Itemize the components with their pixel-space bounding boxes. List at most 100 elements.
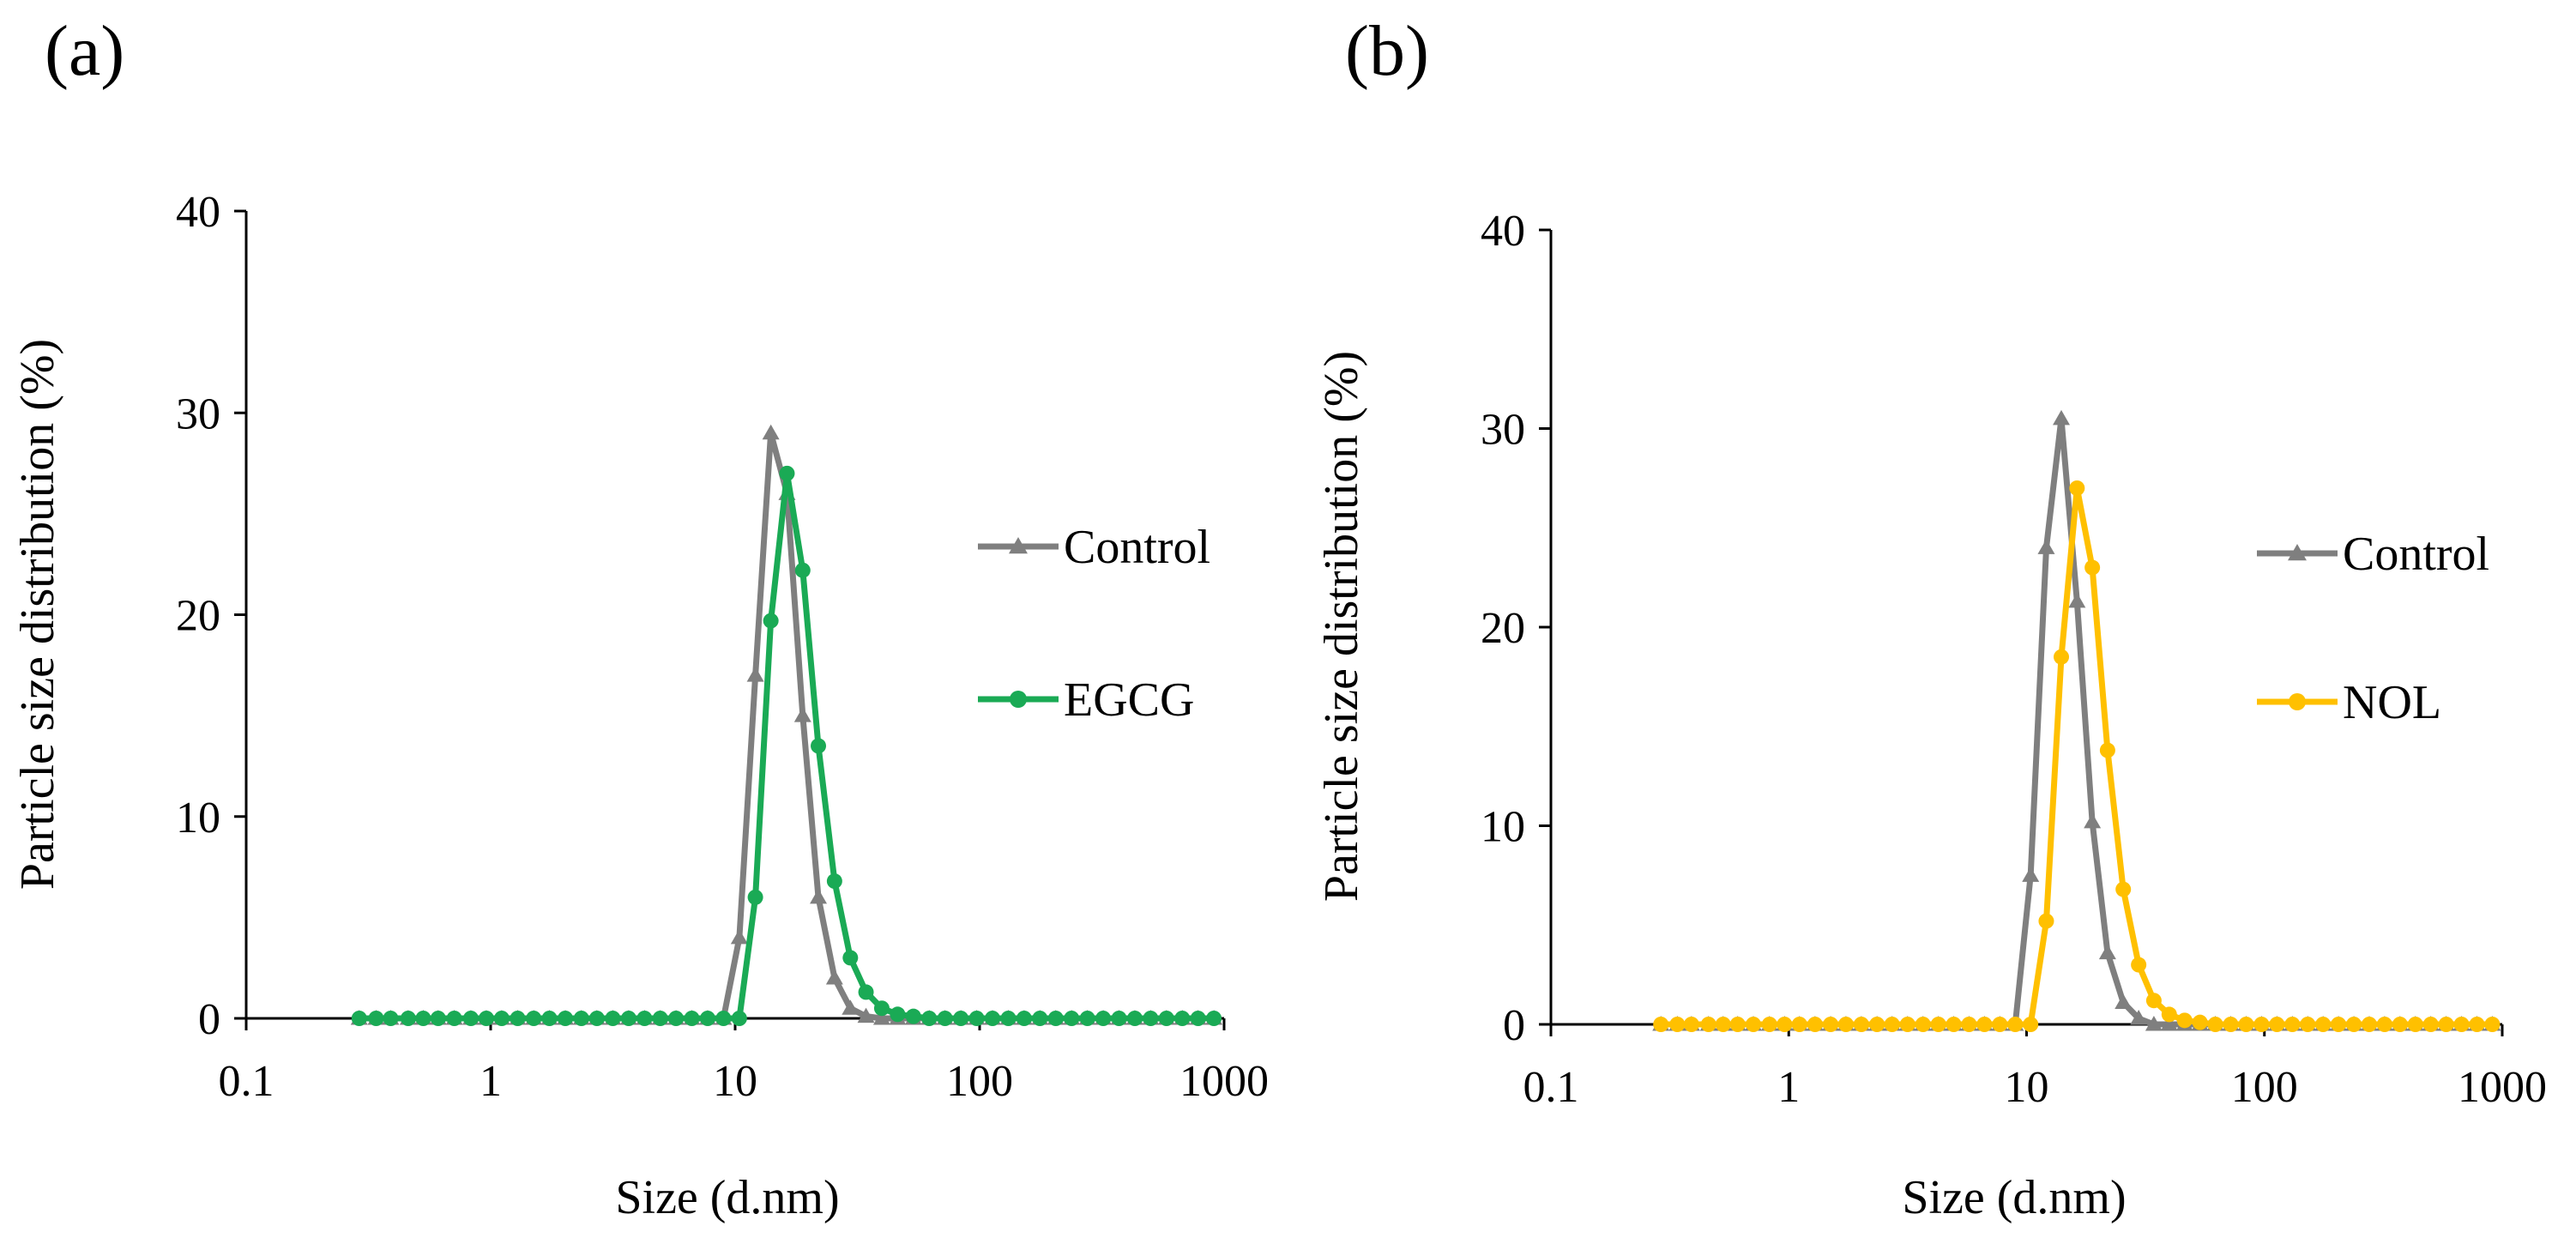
data-point [1016,1011,1032,1026]
data-point [2376,1017,2392,1032]
data-point [1976,1017,1993,1032]
y-tick-label: 0 [198,995,220,1044]
data-point [746,667,764,682]
data-point [857,1007,875,1024]
data-point [415,1011,431,1026]
x-tick-label: 1 [1777,1063,1800,1112]
y-axis-label: Particle size distribution (%) [11,339,64,890]
data-point [1174,1011,1191,1026]
data-point [2207,1017,2223,1032]
data-point [747,889,763,905]
data-point [1853,1017,1869,1032]
data-point [620,1011,636,1026]
panel-label-a: (a) [45,11,125,91]
data-point [400,1011,416,1026]
data-point [684,1011,700,1026]
data-point [2084,812,2102,829]
legend-label: EGCG [1064,673,1194,727]
data-point [1000,1011,1017,1026]
x-tick-label: 100 [946,1057,1013,1106]
data-point [368,1011,384,1026]
data-point [731,1011,747,1026]
data-point [541,1011,558,1026]
data-point [1206,1011,1222,1026]
data-point [1746,1017,1762,1032]
data-point [1700,1017,1716,1032]
data-point [2023,1017,2039,1032]
y-tick-label: 20 [176,592,220,641]
data-point [2114,993,2133,1010]
data-point [1930,1017,1946,1032]
data-point [1669,1017,1686,1032]
data-point [842,950,859,966]
data-point [1777,1017,1793,1032]
data-point [1715,1017,1731,1032]
data-point [493,1011,510,1026]
legend-marker [1009,537,1028,554]
data-point [636,1011,653,1026]
data-point [2084,559,2101,576]
data-point [446,1011,462,1026]
data-point [383,1011,399,1026]
chart-b: 0 10 20 30 40 0.1 1 10 100 1000 Size (d.nm) Particl… [1315,207,2547,1224]
data-point [2115,881,2132,897]
data-point [810,888,828,904]
data-point [1899,1017,1915,1032]
data-point [779,465,795,481]
data-point [2037,539,2055,554]
data-point [2131,957,2147,973]
legend-label: Control [2343,528,2489,581]
y-tick-label: 40 [176,188,220,237]
y-tick-label: 40 [1481,207,1525,256]
data-point [2469,1017,2485,1032]
data-point [2422,1017,2439,1032]
data-point [762,424,780,440]
y-tick-label: 10 [1481,803,1525,852]
legend-entry-egcg: EGCG [978,673,1194,727]
chart-a: 0 10 20 30 40 0.1 1 10 100 1000 Size (d.nm) Particl… [11,188,1269,1224]
data-point [825,969,843,985]
data-point [1064,1011,1080,1026]
data-point [1143,1011,1159,1026]
data-point [921,1011,938,1026]
legend-entry-control: Control [2257,528,2489,581]
data-point [2407,1017,2423,1032]
x-tick-label: 1 [480,1057,502,1106]
data-point [1032,1011,1048,1026]
y-tick-label: 10 [176,794,220,842]
data-point [1126,1011,1143,1026]
data-point [2145,993,2162,1009]
x-tick-label: 1000 [2458,1063,2547,1112]
data-point [2098,944,2116,960]
data-point [1823,1017,1839,1032]
y-tick-label: 30 [176,390,220,438]
data-point [573,1011,589,1026]
data-point [2361,1017,2377,1032]
data-point [1946,1017,1962,1032]
data-point [858,984,874,1000]
x-axis-label: Size (d.nm) [615,1171,839,1224]
data-point [526,1011,542,1026]
x-tick-label: 10 [2005,1063,2049,1112]
data-point [2284,1017,2301,1032]
data-point [1111,1011,1127,1026]
data-point [430,1011,446,1026]
data-point [2453,1017,2470,1032]
data-point [2145,1016,2163,1031]
data-point [605,1011,621,1026]
data-point [2315,1017,2332,1032]
x-axis-label: Size (d.nm) [1902,1171,2126,1224]
data-point [872,1010,890,1025]
data-point [1653,1017,1669,1032]
data-point [1158,1011,1174,1026]
data-point [1729,1017,1746,1032]
legend-entry-control: Control [978,521,1210,574]
legend-label: NOL [2343,676,2441,729]
data-point [1079,1011,1095,1026]
y-tick-label: 20 [1481,604,1525,653]
data-point [905,1008,921,1024]
data-point [2192,1014,2208,1030]
data-point [1791,1017,1807,1032]
data-point [2130,1010,2148,1025]
data-point [793,707,811,722]
